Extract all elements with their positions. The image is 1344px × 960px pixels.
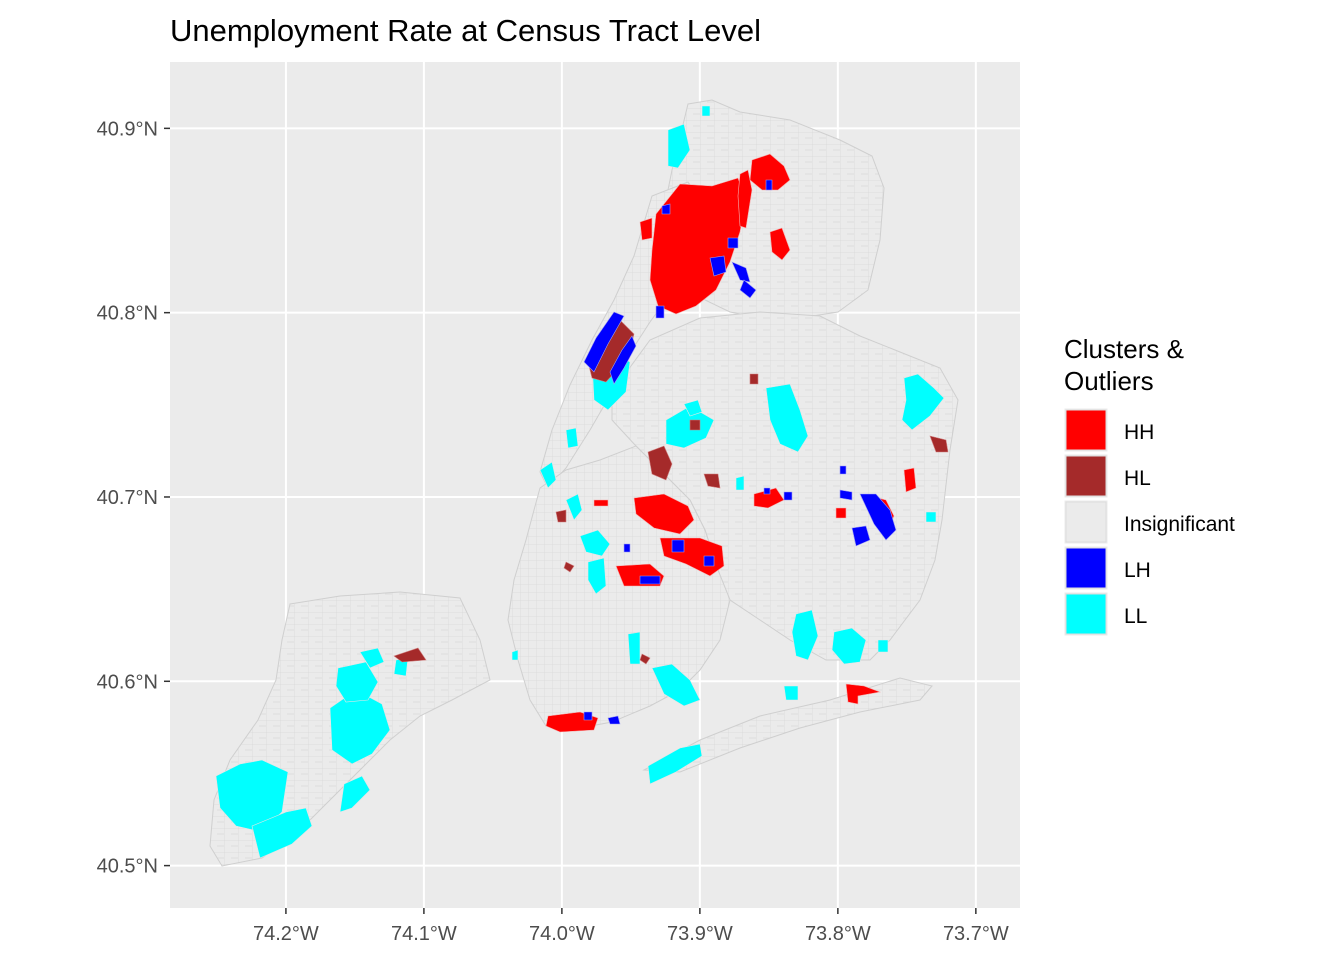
y-tick-label: 40.7°N [97, 487, 158, 509]
hl-tract [393, 647, 427, 663]
hl-tract [689, 419, 701, 431]
legend-swatch-hh [1065, 409, 1107, 451]
ll-tract [565, 427, 579, 449]
lh-tract [583, 311, 625, 373]
x-tick-label: 73.7°W [943, 923, 1009, 945]
legend-swatch-hl [1065, 455, 1107, 497]
lh-tract [839, 465, 847, 475]
lh-tract [851, 525, 871, 547]
hh-tract [749, 153, 791, 191]
ll-tract [683, 399, 703, 417]
lh-tract [839, 489, 853, 501]
lh-tract [607, 715, 621, 725]
lh-tract [859, 493, 897, 541]
legend-label-lh: LH [1124, 559, 1151, 582]
hh-tract [639, 217, 653, 241]
lh-tract [655, 305, 665, 319]
ll-tract [831, 627, 867, 665]
lh-tract [763, 487, 771, 495]
ll-tract [667, 123, 691, 169]
map-title: Unemployment Rate at Census Tract Level [170, 13, 761, 48]
ll-tract [565, 493, 583, 521]
hh-tract [649, 177, 747, 315]
cluster-lh-regions [583, 179, 897, 725]
hh-tract [753, 487, 785, 509]
lh-tract [609, 335, 637, 385]
hl-tract [929, 435, 949, 453]
legend-title-line1: Clusters & [1064, 334, 1184, 364]
ll-tract [627, 631, 641, 665]
hl-tract [647, 445, 673, 481]
axes: 74.2°W 74.1°W 74.0°W 73.9°W 73.8°W 73.7°W 40.9… [97, 118, 1009, 945]
legend-label-insignificant: Insignificant [1124, 513, 1235, 536]
ll-tract [765, 383, 809, 453]
x-tick-label: 73.9°W [667, 923, 733, 945]
ll-tract [579, 529, 611, 557]
lh-tract [765, 179, 773, 191]
ll-tract [647, 743, 703, 785]
ll-tract [587, 557, 607, 595]
hl-tract [639, 653, 651, 665]
hh-tract [903, 467, 917, 493]
hl-tract [703, 473, 721, 489]
lh-tract [671, 539, 685, 553]
lh-tract [783, 491, 793, 501]
hh-tract [845, 683, 882, 705]
ll-tract [651, 663, 701, 707]
lh-tract [739, 279, 757, 299]
legend: Clusters & Outliers HH HL Insignificant LH L… [1063, 334, 1235, 637]
lh-tract [583, 711, 593, 721]
lh-tract [639, 575, 661, 585]
ll-tract [877, 639, 889, 653]
y-tick-label: 40.6°N [97, 671, 158, 693]
x-tick-label: 73.8°W [805, 923, 871, 945]
ll-tract [791, 609, 819, 661]
ll-tract [359, 647, 385, 669]
legend-swatch-lh [1065, 547, 1107, 589]
borough-rockaway [642, 677, 933, 773]
ll-tract [215, 759, 289, 833]
legend-items: HH HL Insignificant LH LL [1063, 407, 1235, 637]
ll-tract [339, 775, 371, 813]
legend-label-ll: LL [1124, 605, 1147, 628]
legend-swatch-insignificant [1065, 501, 1107, 543]
legend-title-line2: Outliers [1064, 366, 1154, 396]
ll-tract [735, 475, 745, 491]
hh-tract [835, 507, 847, 519]
lh-tract [731, 261, 751, 283]
lh-tract [661, 203, 671, 215]
hl-tract [563, 561, 575, 573]
x-tick-label: 74.0°W [529, 923, 595, 945]
ll-tract [701, 105, 711, 117]
x-tick-label: 74.2°W [253, 923, 319, 945]
lh-tract [727, 237, 739, 249]
hh-tract [737, 169, 753, 229]
hh-tract [633, 493, 695, 535]
ll-tract [901, 373, 945, 431]
ll-tract [925, 511, 937, 523]
ll-tract [511, 649, 519, 661]
ll-tract [783, 685, 799, 701]
hl-tract [749, 373, 759, 385]
y-tick-label: 40.9°N [97, 118, 158, 140]
ll-tract [539, 461, 557, 489]
x-tick-label: 74.1°W [391, 923, 457, 945]
hh-tract [593, 499, 609, 507]
ll-tract [251, 807, 313, 859]
y-tick-label: 40.5°N [97, 856, 158, 878]
lh-tract [703, 555, 715, 567]
legend-label-hh: HH [1124, 421, 1154, 444]
lh-tract [709, 255, 727, 277]
legend-label-hl: HL [1124, 467, 1151, 490]
hl-tract [555, 509, 567, 523]
legend-swatch-ll [1065, 593, 1107, 635]
hh-tract [769, 227, 791, 261]
y-tick-label: 40.8°N [97, 303, 158, 325]
lh-tract [623, 543, 631, 553]
